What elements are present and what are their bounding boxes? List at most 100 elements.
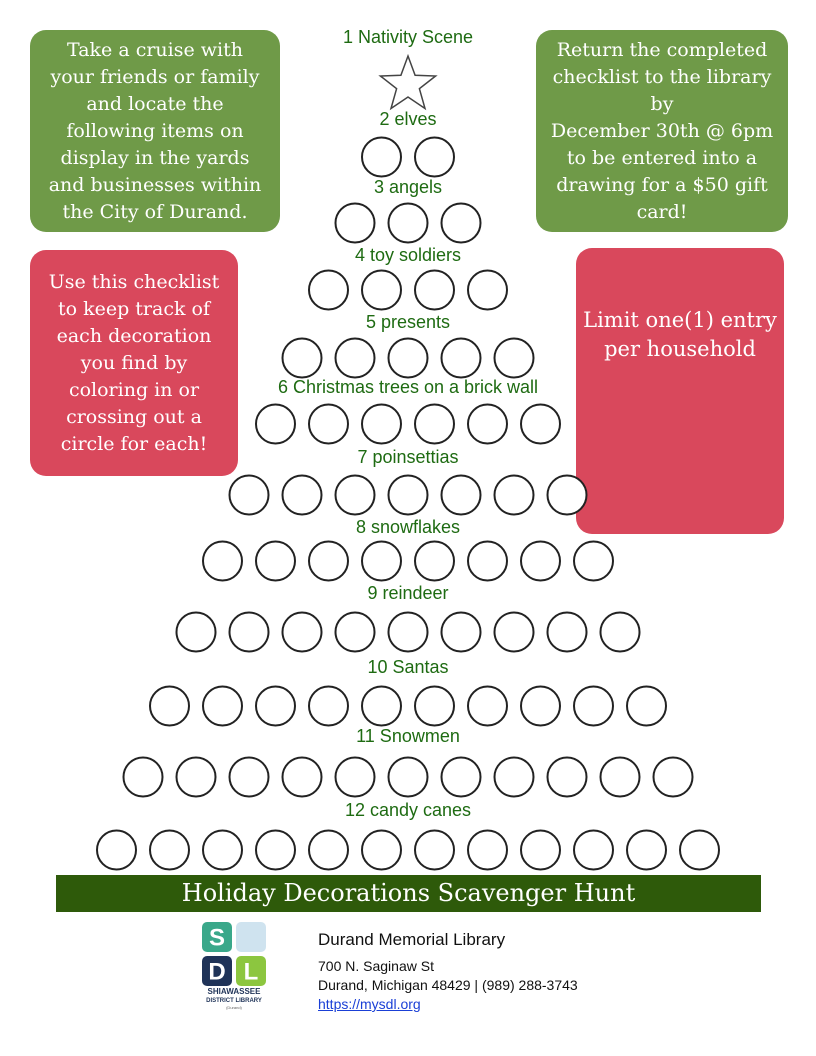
checkbox-circle	[96, 829, 137, 871]
address: 700 N. Saginaw St	[318, 958, 434, 974]
checkbox-circle	[308, 685, 349, 727]
checkbox-circle	[228, 756, 270, 798]
checkbox-circle	[467, 403, 508, 445]
checkbox-circle	[599, 756, 641, 798]
checkbox-circle	[520, 829, 561, 871]
checkbox-circle	[652, 756, 694, 798]
website-link[interactable]: https://mysdl.org	[318, 996, 421, 1012]
return-box: Return the completed checklist to the lib…	[536, 30, 788, 232]
checkbox-circle	[255, 829, 296, 871]
tree: 1 Nativity Scene 2 elves 3 angels 4 toy sol…	[96, 27, 720, 871]
box-line: December 30th @ 6pm	[550, 119, 774, 142]
checkbox-circle	[414, 403, 455, 445]
item-label: 9 reindeer	[367, 583, 448, 603]
box-line: and locate the	[86, 92, 224, 115]
checkbox-circle	[520, 685, 561, 727]
checkbox-circle	[149, 829, 190, 871]
checkbox-circle	[599, 611, 641, 653]
checkbox-circle	[679, 829, 720, 871]
checkbox-circle	[520, 540, 561, 582]
logo: S D L SHIAWASSEE DISTRICT LIBRARY (Duran…	[202, 922, 266, 1010]
checkbox-circle	[626, 829, 667, 871]
checkbox-circle	[361, 540, 402, 582]
item-label: 12 candy canes	[345, 800, 471, 820]
checkbox-circle	[149, 685, 190, 727]
footer: Durand Memorial Library 700 N. Saginaw S…	[318, 930, 578, 1014]
item-label: 10 Santas	[367, 657, 448, 677]
banner-title: Holiday Decorations Scavenger Hunt	[56, 875, 761, 912]
checkbox-circle	[467, 685, 508, 727]
box-line: display in the yards	[60, 146, 250, 169]
checkbox-circle	[573, 829, 614, 871]
checkbox-circle	[573, 540, 614, 582]
checkbox-circle	[414, 269, 455, 311]
item-label: 7 poinsettias	[357, 447, 458, 467]
checkbox-circle	[175, 756, 217, 798]
checkbox-circle	[175, 611, 217, 653]
checkbox-circle	[493, 756, 535, 798]
checkbox-circle	[414, 685, 455, 727]
checkbox-circle	[361, 136, 402, 178]
city-phone: Durand, Michigan 48429 | (989) 288-3743	[318, 977, 578, 993]
checkbox-circle	[546, 611, 588, 653]
box-line: Return the completed	[556, 38, 768, 61]
item-label: 2 elves	[379, 109, 436, 129]
item-label: 5 presents	[366, 312, 450, 332]
item-label: 8 snowflakes	[356, 517, 460, 537]
box-line: Take a cruise with	[67, 38, 243, 61]
checkbox-circle	[308, 403, 349, 445]
checkbox-circle	[440, 474, 482, 516]
checkbox-circle	[467, 540, 508, 582]
logo-tile	[202, 956, 232, 986]
checkbox-circle	[440, 611, 482, 653]
checkbox-circle	[573, 685, 614, 727]
checkbox-circle	[202, 540, 243, 582]
logo-name: SHIAWASSEE	[208, 987, 262, 996]
logo-letter: S	[209, 924, 225, 951]
howto-box: Use this checklist to keep track of each d…	[30, 250, 238, 476]
item-label: 1 Nativity Scene	[343, 27, 473, 47]
checkbox-circle	[387, 756, 429, 798]
box-line: you find by	[80, 351, 188, 374]
box-line: your friends or family	[50, 65, 260, 88]
checkbox-circle	[308, 829, 349, 871]
item-label: 11 Snowmen	[356, 726, 460, 746]
checkbox-circle	[440, 337, 482, 379]
checkbox-circle	[361, 685, 402, 727]
checkbox-circle	[387, 337, 429, 379]
checkbox-circle	[281, 756, 323, 798]
logo-sub: DISTRICT LIBRARY	[206, 998, 262, 1004]
library-name: Durand Memorial Library	[318, 930, 506, 949]
checkbox-circle	[546, 756, 588, 798]
star	[378, 53, 438, 111]
box-line: coloring in or	[68, 378, 200, 401]
checkbox-circle	[281, 611, 323, 653]
logo-letter: L	[244, 958, 259, 985]
box-line: and businesses within	[48, 173, 262, 196]
checkbox-circle	[334, 611, 376, 653]
checkbox-circle	[467, 829, 508, 871]
checkbox-circle	[361, 829, 402, 871]
box-line: Limit one(1) entry	[583, 308, 777, 332]
box-line: circle for each!	[60, 432, 208, 455]
checkbox-circle	[493, 611, 535, 653]
box-line: per household	[604, 337, 756, 361]
checkbox-circle	[228, 474, 270, 516]
checkbox-circle	[334, 474, 376, 516]
box-line: each decoration	[56, 324, 212, 347]
box-line: following items on	[66, 119, 244, 142]
checkbox-circle	[202, 685, 243, 727]
checkbox-circle	[202, 829, 243, 871]
box-line: Use this checklist	[48, 270, 220, 293]
box-line: card!	[636, 200, 688, 223]
checkbox-circle	[493, 474, 535, 516]
checkbox-circle	[414, 540, 455, 582]
checkbox-circle	[467, 269, 508, 311]
logo-branch: (Durand)	[226, 1005, 242, 1010]
checkbox-circle	[334, 202, 376, 244]
checkbox-circle	[546, 474, 588, 516]
box-line: the City of Durand.	[62, 200, 248, 223]
checkbox-circle	[281, 474, 323, 516]
logo-letter: D	[208, 958, 225, 985]
